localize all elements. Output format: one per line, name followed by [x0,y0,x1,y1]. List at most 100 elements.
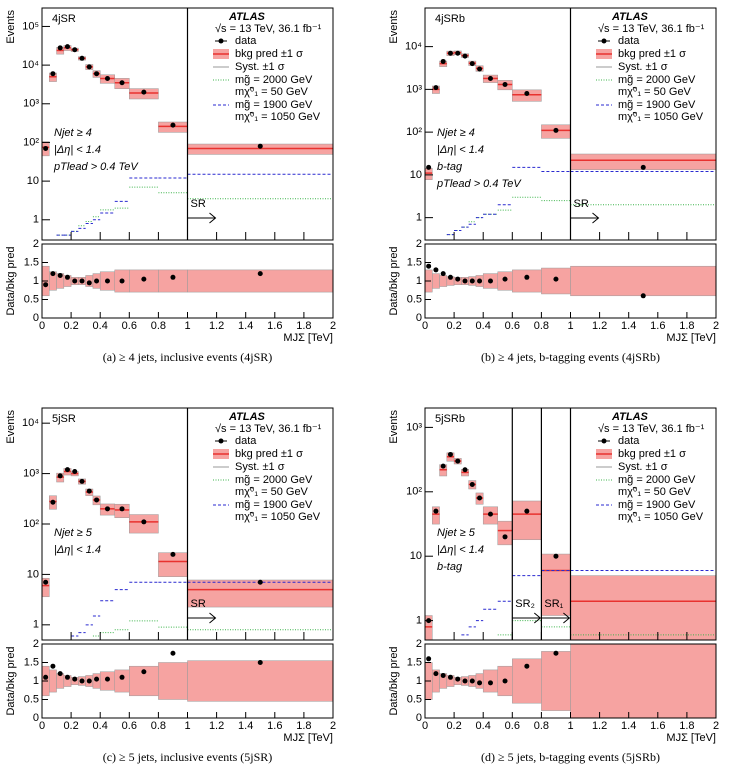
bkg-band [497,520,513,546]
legend-label: mχ̃⁰₁ = 50 GeV [618,86,692,98]
ratio-plot [42,265,333,297]
data-point [94,497,100,503]
legend-label: mg̃ = 2000 GeV [235,74,313,86]
x-tick-label: 2 [713,720,719,732]
y-tick-label: 10 [410,169,422,181]
experiment: ATLAS [611,11,649,23]
ratio-point [119,674,125,680]
data-point [257,579,263,585]
legend-label: mg̃ = 1900 GeV [618,99,696,111]
x-axis-title: MJΣ [TeV] [666,732,716,744]
ratio-plot [425,263,716,299]
data-point [86,488,92,494]
x-axis-title: MJΣ [TeV] [283,732,333,744]
data-point [440,463,446,469]
y-tick-label: 10⁴ [405,41,422,53]
legend-label: mχ̃⁰₁ = 1050 GeV [618,511,704,523]
ratio-point [43,282,49,288]
ratio-point [141,669,147,675]
sr-arrow [187,612,217,624]
energy: √s = 13 TeV, 36.1 fb⁻¹ [598,423,705,435]
data-point [455,458,461,464]
legend-label: mχ̃⁰₁ = 1050 GeV [235,111,321,123]
ratio-y-axis-title: Data/bkg pred [388,246,400,315]
x-axis-title: MJΣ [TeV] [283,332,333,344]
data-point [94,71,100,77]
y-tick-label: 10² [406,126,422,138]
legend-label: Syst. ±1 σ [235,61,285,73]
ratio-band [49,669,57,693]
legend-label: bkg pred ±1 σ [235,448,303,460]
data-point [43,145,49,151]
main-plot [425,451,716,640]
bkg-band [541,553,571,616]
data-point [104,76,110,82]
ratio-band [512,269,542,293]
ratio-y-tick-label: 1.5 [24,256,39,268]
ratio-point [553,650,559,656]
legend-label: mg̃ = 2000 GeV [618,74,696,86]
ratio-point [462,678,468,684]
y-axis-title: Events [388,10,400,44]
sr-label: SR₁ [544,598,563,610]
ratio-point [57,272,63,278]
data-point [50,499,56,505]
data-point [72,47,78,53]
sr-label: SR [191,598,206,610]
y-tick-label: 10³ [406,421,422,433]
data-point [469,481,475,487]
ratio-point [43,674,49,680]
ratio-point [553,276,559,282]
x-tick-label: 0.6 [505,720,520,732]
x-tick-label: 1.2 [209,320,224,332]
legend-label: mg̃ = 1900 GeV [235,99,313,111]
x-tick-label: 2 [713,320,719,332]
ratio-point [440,672,446,678]
legend-label: mg̃ = 2000 GeV [235,474,313,486]
ratio-point [79,678,85,684]
y-axis-title: Events [388,410,400,444]
ratio-point [455,676,461,682]
y-tick-label: 1 [416,615,422,627]
x-tick-label: 0.6 [505,320,520,332]
x-tick-label: 0.4 [476,320,491,332]
x-tick-label: 0.6 [122,320,137,332]
legend-label: mχ̃⁰₁ = 1050 GeV [618,111,704,123]
data-point [141,89,147,95]
energy: √s = 13 TeV, 36.1 fb⁻¹ [215,423,322,435]
x-tick-label: 1.6 [650,720,665,732]
y-tick-label: 1 [33,214,39,226]
data-point [119,506,125,512]
ratio-point [447,274,453,280]
region-label: 4jSR [52,13,76,25]
ratio-point [104,676,110,682]
ratio-point [433,267,439,273]
panel: SR 1 10 10² 10³ 10⁴ 0 0.5 1 1.5 2 0 0.2 0.4 0.6 0.8 1 1.2… [5,407,336,764]
ratio-y-tick-label: 0 [416,712,422,724]
y-tick-label: 10² [406,486,422,498]
ratio-y-tick-label: 2 [416,638,422,650]
ratio-point [440,271,446,277]
x-tick-label: 1.8 [679,720,694,732]
legend-label: Syst. ±1 σ [618,461,668,473]
ratio-point [104,278,110,284]
legend-label: data [618,435,640,447]
x-tick-label: 1.2 [592,720,607,732]
x-tick-label: 1.6 [267,720,282,732]
ratio-point [257,271,263,277]
ratio-point [426,656,432,662]
data-point [487,511,493,517]
x-tick-label: 0 [39,320,45,332]
annotation: Njet ≥ 5 [437,527,476,539]
x-tick-label: 0.2 [446,720,461,732]
ratio-point [64,274,70,280]
x-tick-label: 0.4 [476,720,491,732]
experiment: ATLAS [228,11,266,23]
data-point [57,45,63,51]
ratio-band [187,269,333,293]
x-tick-label: 0.4 [93,720,108,732]
legend-label: Syst. ±1 σ [618,61,668,73]
x-tick-label: 0.8 [534,720,549,732]
ratio-y-tick-label: 2 [33,238,39,250]
x-tick-label: 0.2 [446,320,461,332]
